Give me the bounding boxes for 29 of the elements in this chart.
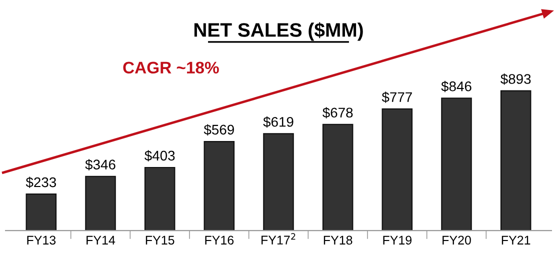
x-tick-label: FY15	[146, 236, 174, 245]
x-tick-label: FY20	[442, 236, 471, 245]
x-tick-label: FY17$^{2}$	[262, 233, 296, 244]
data-label: $777	[382, 92, 412, 103]
data-label: $346	[85, 159, 116, 170]
bar	[204, 140, 235, 231]
data-label: $619	[263, 116, 294, 128]
data-label: $403	[144, 150, 175, 162]
bar	[85, 176, 116, 231]
x-tick-label: FY16	[205, 236, 234, 245]
bar	[144, 166, 176, 231]
data-label: $569	[204, 124, 234, 136]
x-tick-label: FY14	[86, 236, 116, 244]
bar	[441, 98, 472, 231]
data-label: $893	[500, 73, 531, 85]
data-label: $846	[441, 80, 472, 92]
bar	[382, 108, 413, 231]
x-tick-label: FY13	[27, 236, 56, 245]
bar	[263, 133, 294, 231]
x-tick-label: FY21	[502, 236, 530, 244]
bar	[322, 124, 354, 231]
chart-title: NET SALES ($MM)	[194, 22, 363, 41]
x-tick-label: FY19	[383, 236, 412, 245]
data-label: $233	[26, 176, 56, 188]
text: CAGR ~18%	[123, 62, 219, 74]
x-tick-label: FY18	[324, 236, 352, 245]
bar	[500, 90, 532, 231]
data-label: $678	[322, 107, 353, 118]
bar	[26, 194, 57, 231]
